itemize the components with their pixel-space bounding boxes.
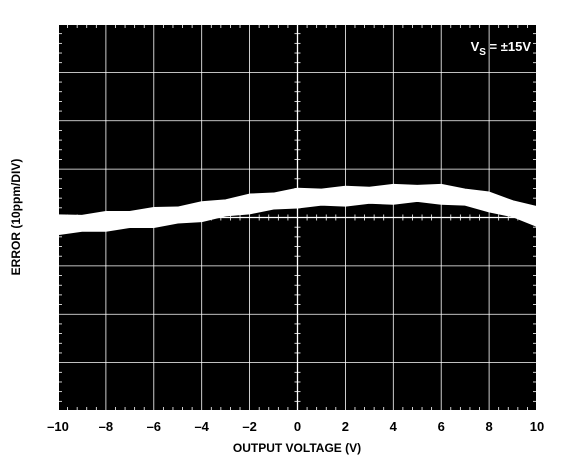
y-axis-title: ERROR (10ppm/DIV) bbox=[9, 159, 23, 276]
x-tick-label: 0 bbox=[294, 419, 301, 434]
data-point bbox=[320, 195, 323, 199]
data-point bbox=[200, 210, 203, 213]
data-point bbox=[344, 195, 347, 198]
data-point bbox=[416, 192, 419, 195]
trace-band bbox=[57, 183, 538, 236]
data-point bbox=[392, 193, 395, 196]
annotation-subscript: S bbox=[479, 47, 486, 58]
data-point bbox=[511, 207, 515, 210]
x-tick-label: –8 bbox=[99, 419, 113, 434]
x-tick-label: 2 bbox=[342, 419, 349, 434]
data-point bbox=[224, 206, 227, 210]
data-point bbox=[296, 196, 299, 200]
data-point bbox=[152, 216, 155, 219]
annotation-vs: VS = ±15V bbox=[471, 39, 532, 58]
trace-layer bbox=[56, 183, 539, 236]
x-tick-label: 8 bbox=[485, 419, 492, 434]
data-point bbox=[128, 218, 132, 221]
data-point bbox=[272, 199, 275, 203]
x-axis-title: OUTPUT VOLTAGE (V) bbox=[233, 441, 361, 455]
data-point bbox=[440, 193, 443, 196]
x-tick-label: –4 bbox=[194, 419, 209, 434]
data-point bbox=[80, 222, 84, 225]
data-point bbox=[487, 200, 491, 204]
x-tick-label: –6 bbox=[147, 419, 161, 434]
data-point bbox=[463, 195, 467, 199]
data-point bbox=[104, 220, 108, 223]
x-tick-label: 10 bbox=[530, 419, 544, 434]
data-point bbox=[248, 202, 251, 206]
annotation-suffix: = ±15V bbox=[486, 39, 531, 54]
x-tick-label: –2 bbox=[242, 419, 256, 434]
grid bbox=[58, 24, 537, 411]
x-tick-labels: –10 –8 –6 –4 –2 0 2 4 6 8 10 bbox=[47, 419, 544, 434]
data-point bbox=[535, 215, 539, 218]
data-point bbox=[56, 223, 60, 226]
data-point bbox=[368, 194, 371, 197]
data-point bbox=[176, 213, 179, 217]
annotation-prefix: V bbox=[471, 39, 480, 54]
x-tick-label: –10 bbox=[47, 419, 69, 434]
x-tick-label: 6 bbox=[438, 419, 445, 434]
x-tick-label: 4 bbox=[390, 419, 398, 434]
